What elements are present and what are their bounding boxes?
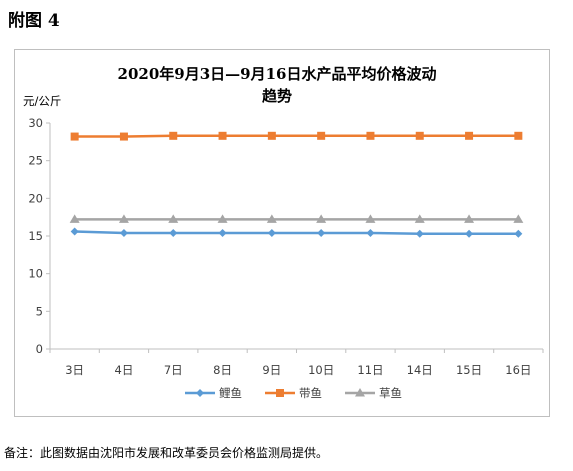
y-tick-label: 30: [28, 116, 43, 130]
data-point: [514, 229, 523, 238]
data-point: [119, 228, 128, 237]
y-tick-label: 20: [28, 191, 43, 205]
data-point: [414, 214, 425, 223]
x-tick-label: 8日: [213, 363, 232, 377]
data-point: [316, 214, 327, 223]
series-0: [70, 227, 523, 238]
series-2: [69, 214, 524, 223]
data-point: [415, 229, 424, 238]
legend-label: 鲤鱼: [219, 386, 242, 400]
data-point: [69, 214, 80, 223]
data-point: [70, 132, 79, 141]
data-point: [317, 228, 326, 237]
chart-title-line2: 趋势: [262, 87, 292, 105]
legend-label: 带鱼: [299, 386, 322, 400]
data-point: [267, 131, 276, 140]
x-tick-label: 14日: [407, 363, 433, 377]
data-point: [218, 131, 227, 140]
y-tick-label: 10: [28, 267, 43, 281]
data-point: [267, 228, 276, 237]
x-tick-label: 11日: [357, 363, 383, 377]
data-point: [70, 227, 79, 236]
data-point: [218, 228, 227, 237]
series-line: [74, 134, 519, 138]
y-tick-label: 0: [36, 342, 43, 356]
y-tick-label: 5: [36, 304, 43, 318]
data-point: [168, 214, 179, 223]
data-point: [317, 131, 326, 140]
data-point: [119, 132, 128, 141]
series-line: [74, 230, 519, 235]
data-point: [465, 131, 474, 140]
x-tick-label: 4日: [115, 363, 134, 377]
x-tick-label: 10日: [308, 363, 334, 377]
data-point: [513, 214, 524, 223]
y-tick-label: 25: [28, 154, 43, 168]
data-point: [266, 214, 277, 223]
y-tick-label: 15: [28, 229, 43, 243]
data-point: [366, 228, 375, 237]
data-point: [217, 214, 228, 223]
data-point: [464, 214, 475, 223]
data-point: [118, 214, 129, 223]
x-tick-label: 15日: [456, 363, 482, 377]
data-point: [415, 131, 424, 140]
footnote: 备注：此图数据由沈阳市发展和改革委员会价格监测局提供。: [4, 446, 329, 460]
y-axis-label: 元/公斤: [23, 94, 61, 108]
legend-marker: [276, 389, 284, 397]
chart-title-line1: 2020年9月3日—9月16日水产品平均价格波动: [118, 65, 437, 83]
legend-marker: [355, 388, 365, 397]
data-point: [169, 228, 178, 237]
x-tick-label: 9日: [262, 363, 281, 377]
series-1: [70, 131, 523, 141]
data-point: [465, 229, 474, 238]
legend-label: 草鱼: [379, 386, 402, 400]
figure-label: 附图 4: [8, 11, 60, 31]
legend-marker: [196, 389, 204, 397]
x-tick-label: 3日: [65, 363, 84, 377]
data-point: [365, 214, 376, 223]
x-tick-label: 16日: [505, 363, 531, 377]
data-point: [366, 131, 375, 140]
data-point: [514, 131, 523, 140]
x-tick-label: 7日: [164, 363, 183, 377]
data-point: [169, 131, 178, 140]
